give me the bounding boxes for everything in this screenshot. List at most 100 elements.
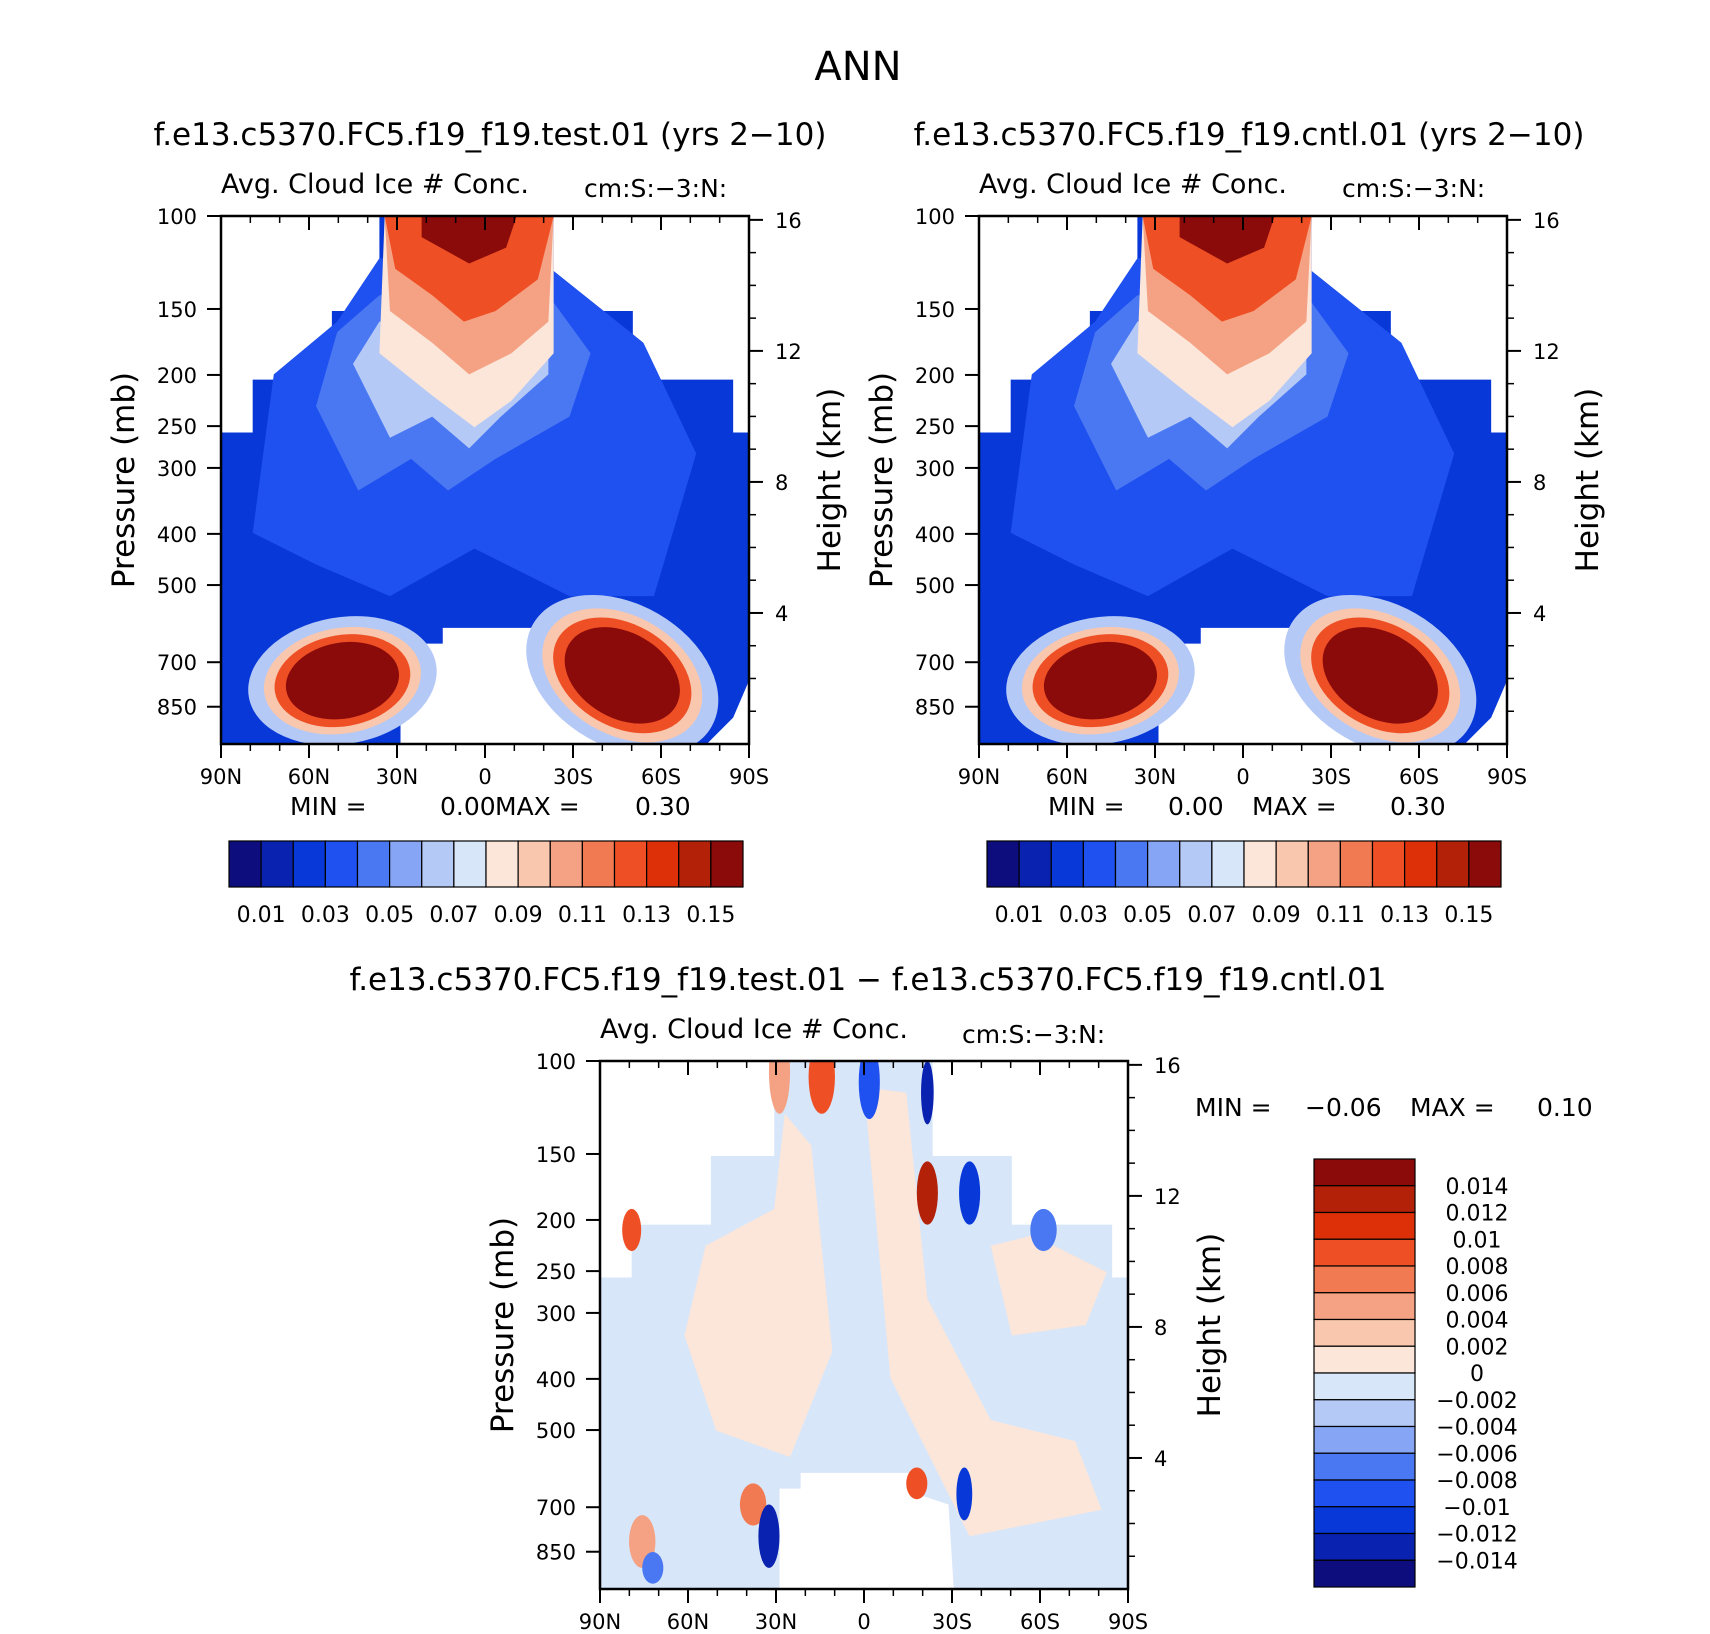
lat-tick-label: 60S [1020,1610,1060,1634]
lat-tick-label: 90N [958,765,1000,789]
control-min-value: 0.00 [1168,792,1224,821]
colorbar-label: 0.09 [1252,903,1301,928]
colorbar-swatch [1082,840,1117,888]
pressure-tick-label: 500 [536,1419,576,1443]
colorbar-swatch [613,840,648,888]
colorbar-swatch [1313,1399,1416,1428]
difference-axis-ticks: 100 150 200 250 300 400 500 700 850 4 8 12 16 90N 60N 3… [536,1050,1181,1634]
colorbar-label: 0.002 [1446,1335,1509,1360]
colorbar-swatch [389,840,423,888]
test-axis-ticks: 100 150 200 250 300 400 500 700 850 4 8 12 16 90N 60N 3… [157,205,802,789]
colorbar-swatch [581,840,616,888]
field-region-blank [779,1472,954,1589]
colorbar-label: 0.01 [1453,1228,1502,1253]
lat-tick-label: 90S [1487,765,1527,789]
field-region-warm3 [384,216,554,322]
colorbar-swatch [1313,1559,1416,1588]
height-tick-label: 8 [775,471,788,495]
colorbar-swatch [1436,840,1470,888]
pressure-tick-label: 400 [536,1368,576,1392]
colorbar-swatch [1313,1318,1416,1347]
test-contour-field [221,216,749,744]
lat-tick-label: 90N [579,1610,621,1634]
pressure-tick-label: 700 [536,1496,576,1520]
height-tick-label: 12 [1533,340,1560,364]
lat-tick-label: 30N [755,1610,797,1634]
field-lowlevel-maximum [285,641,399,720]
height-tick-label: 12 [775,340,802,364]
height-tick-label: 16 [775,209,802,233]
pressure-tick-label: 200 [157,364,197,388]
colorbar-swatch [1313,1265,1416,1294]
pressure-tick-label: 200 [536,1209,576,1233]
colorbar-label: 0.006 [1446,1282,1509,1307]
lat-tick-label: 60N [1046,765,1088,789]
pressure-tick-label: 250 [915,415,955,439]
pressure-tick-label: 500 [915,574,955,598]
colorbar-label: −0.01 [1443,1496,1510,1521]
height-tick-label: 4 [775,602,788,626]
colorbar-label: 0.03 [301,903,350,928]
pressure-tick-label: 700 [157,651,197,675]
colorbar-label: 0.05 [365,903,414,928]
difference-min-label: MIN = [1195,1093,1272,1122]
test-title-right: cm:S:−3:N: [584,174,727,203]
colorbar-swatch [1313,1452,1416,1481]
pressure-tick-label: 150 [157,298,197,322]
colorbar-swatch [1179,840,1213,888]
control-title-right: cm:S:−3:N: [1342,174,1485,203]
colorbar-swatch [1243,840,1277,888]
pressure-tick-label: 100 [915,205,955,229]
control-max-label: MAX = [1252,792,1337,821]
pressure-tick-label: 400 [157,523,197,547]
pressure-tick-label: 200 [915,364,955,388]
pressure-tick-label: 250 [536,1260,576,1284]
height-tick-label: 4 [1533,602,1546,626]
colorbar-swatch [1371,840,1406,888]
colorbar-swatch [1307,840,1341,888]
colorbar-label: 0.01 [237,903,286,928]
field-lowlevel-maximum [1043,641,1157,720]
control-axis-ticks: 100 150 200 250 300 400 500 700 850 4 8 12 16 90N 60N 3… [915,205,1560,789]
colorbar-swatch [1339,840,1374,888]
control-ylabel: Pressure (mb) [864,372,900,588]
pressure-tick-label: 850 [536,1541,576,1565]
pressure-tick-label: 150 [915,298,955,322]
lat-tick-label: 30N [376,765,418,789]
difference-title-right: cm:S:−3:N: [962,1020,1105,1049]
colorbar-label: 0.07 [429,903,478,928]
field-negative-anomaly [642,1552,664,1584]
pressure-tick-label: 100 [157,205,197,229]
difference-ylabel: Pressure (mb) [485,1217,521,1433]
height-tick-label: 16 [1533,209,1560,233]
colorbar-swatch [1313,1506,1416,1535]
colorbar-label: 0.13 [622,903,671,928]
field-region-negative [864,1087,1102,1537]
difference-contour-field [600,1061,1128,1589]
colorbar-label: 0.03 [1059,903,1108,928]
colorbar-label: −0.002 [1436,1389,1517,1414]
colorbar-swatch [453,840,487,888]
colorbar-label: 0.004 [1446,1309,1509,1334]
lat-tick-label: 30S [932,1610,972,1634]
field-positive-anomaly [739,1483,767,1526]
field-negative-anomaly [959,1161,981,1225]
pressure-tick-label: 400 [915,523,955,547]
colorbar-swatch [646,840,680,888]
test-max-value: 0.30 [635,792,691,821]
pressure-tick-label: 250 [157,415,197,439]
test-max-label: MAX = [495,792,580,821]
colorbar-swatch [986,840,1020,888]
test-title-left: Avg. Cloud Ice # Conc. [221,169,529,200]
field-negative-anomaly [921,1061,934,1125]
field-region-warm4 [1179,216,1275,264]
difference-ylabel-right: Height (km) [1192,1233,1228,1418]
lat-tick-label: 60S [641,765,681,789]
control-colorbar: 0.01 0.03 0.05 0.07 0.09 0.11 0.13 0.15 [986,840,1502,928]
control-min-label: MIN = [1048,792,1125,821]
height-tick-label: 4 [1154,1447,1167,1471]
colorbar-swatch [356,840,391,888]
lat-tick-label: 90N [200,765,242,789]
panel-control: 100 150 200 250 300 400 500 700 850 4 8 12 16 90N 60N 3… [864,169,1606,928]
